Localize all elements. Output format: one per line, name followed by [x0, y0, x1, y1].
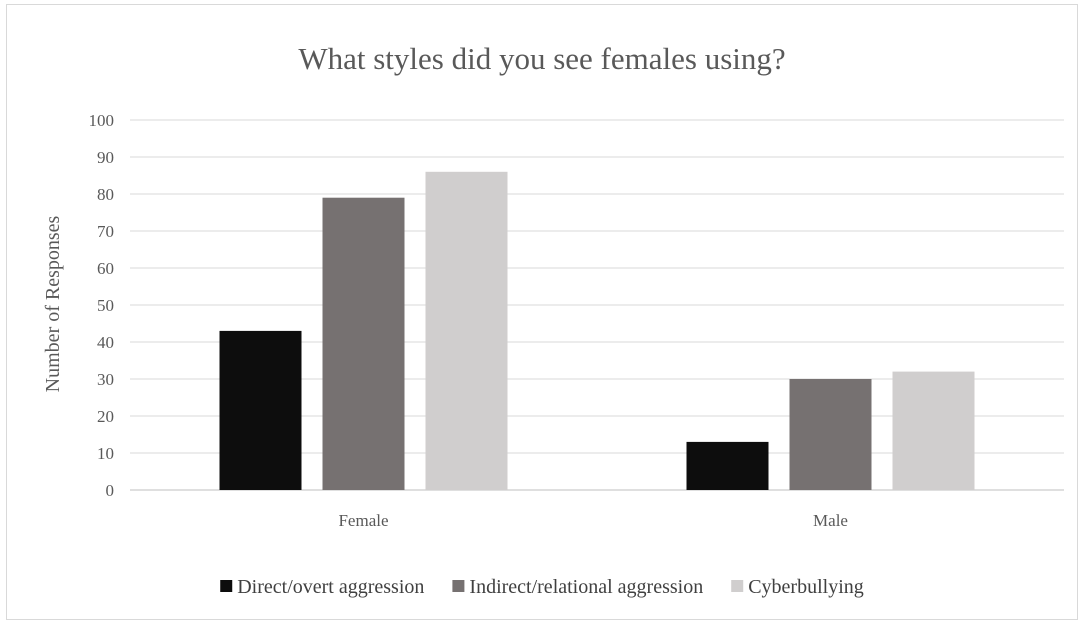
y-tick-label: 10 — [97, 444, 114, 463]
legend-item: Cyberbullying — [731, 576, 864, 598]
y-tick-label: 90 — [97, 148, 114, 167]
legend-item: Indirect/relational aggression — [452, 576, 703, 598]
legend-item: Direct/overt aggression — [220, 576, 424, 598]
y-tick-label: 20 — [97, 407, 114, 426]
legend-swatch — [731, 580, 744, 592]
legend: Direct/overt aggression Indirect/relation… — [220, 576, 864, 598]
y-axis-title: Number of Responses — [42, 215, 64, 392]
y-tick-label: 70 — [97, 222, 114, 241]
chart-frame — [6, 4, 1078, 620]
bar-female-2 — [322, 197, 405, 490]
y-tick-label: 80 — [97, 185, 114, 204]
legend-label: Cyberbullying — [748, 576, 864, 598]
bar-female-1 — [219, 330, 302, 490]
y-tick-label: 50 — [97, 296, 114, 315]
bar-male-2 — [789, 379, 872, 490]
legend-label: Indirect/relational aggression — [469, 576, 703, 598]
chart-title: What styles did you see females using? — [298, 41, 785, 76]
y-tick-label: 100 — [89, 111, 115, 130]
x-tick-label: Female — [338, 511, 388, 530]
bar-male-1 — [686, 441, 769, 490]
x-tick-label: Male — [813, 511, 848, 530]
y-tick-label: 40 — [97, 333, 114, 352]
y-tick-label: 60 — [97, 259, 114, 278]
bars — [219, 171, 975, 491]
bar-female-3 — [425, 171, 508, 491]
x-axis-ticks: Female Male — [338, 511, 847, 530]
y-tick-label: 30 — [97, 370, 114, 389]
legend-label: Direct/overt aggression — [237, 576, 424, 598]
legend-swatch — [220, 580, 233, 592]
y-tick-label: 0 — [106, 481, 115, 500]
y-axis-ticks: 0 10 20 30 40 50 60 70 80 90 100 — [89, 111, 115, 500]
bar-male-3 — [892, 371, 975, 490]
legend-swatch — [452, 580, 465, 592]
